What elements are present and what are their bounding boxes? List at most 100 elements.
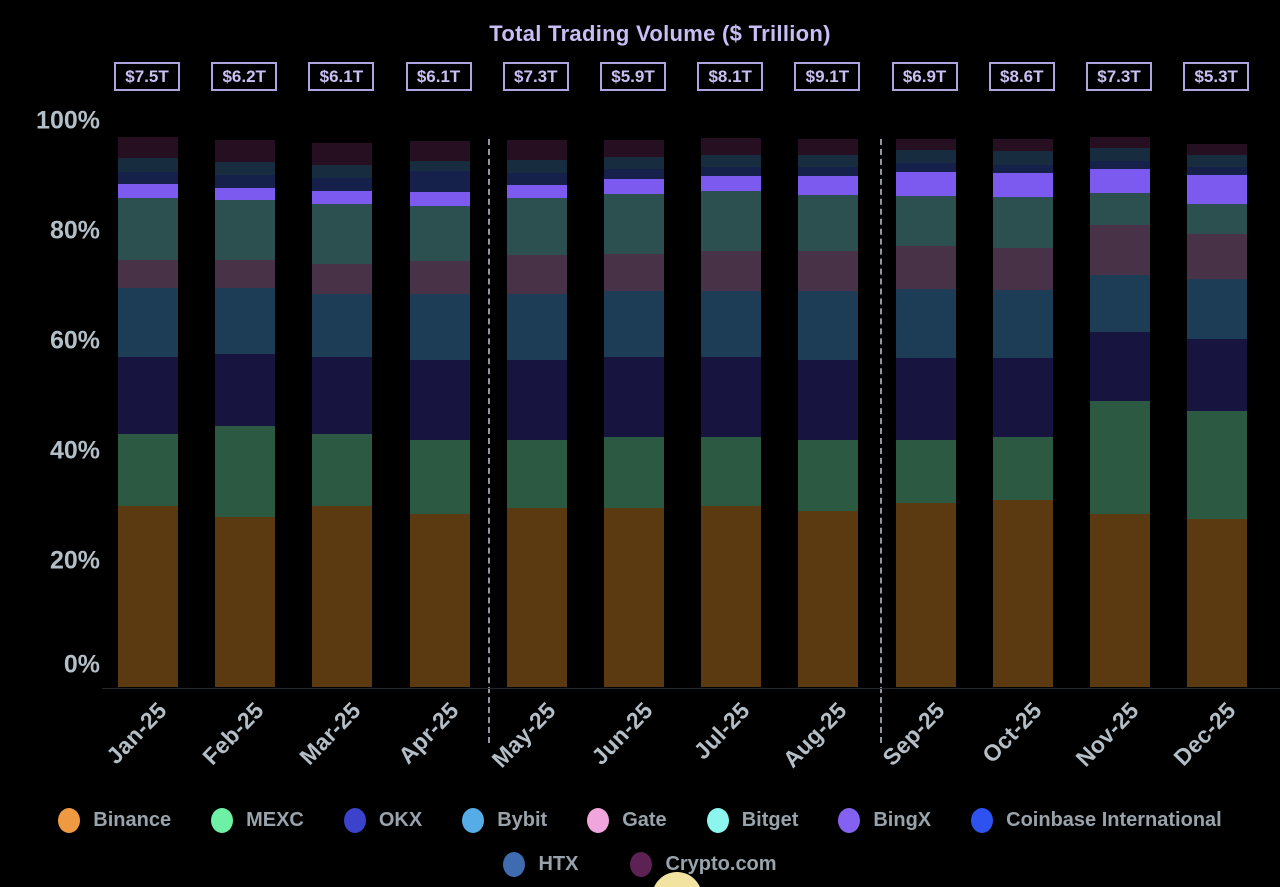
segment-binance-may-25[interactable]	[506, 508, 567, 687]
legend-item-htx[interactable]: HTX	[503, 852, 578, 877]
segment-coinbase-international-mar-25[interactable]	[312, 177, 373, 192]
segment-crypto-com-jul-25[interactable]	[701, 138, 762, 155]
segment-htx-sep-25[interactable]	[895, 149, 956, 164]
legend-item-gate[interactable]: Gate	[587, 808, 667, 833]
segment-htx-jul-25[interactable]	[701, 154, 762, 167]
segment-bybit-may-25[interactable]	[506, 293, 567, 360]
segment-coinbase-international-nov-25[interactable]	[1090, 160, 1150, 170]
segment-bybit-nov-25[interactable]	[1090, 274, 1150, 333]
segment-bitget-jan-25[interactable]	[118, 198, 178, 260]
segment-gate-oct-25[interactable]	[992, 247, 1053, 291]
segment-okx-apr-25[interactable]	[409, 359, 470, 440]
segment-bitget-dec-25[interactable]	[1187, 203, 1248, 234]
segment-htx-nov-25[interactable]	[1090, 148, 1150, 161]
legend-item-bybit[interactable]: Bybit	[462, 808, 547, 833]
segment-crypto-com-jan-25[interactable]	[118, 137, 178, 159]
bar-dec-25[interactable]	[1187, 143, 1248, 687]
segment-gate-nov-25[interactable]	[1090, 225, 1150, 275]
segment-crypto-com-sep-25[interactable]	[895, 138, 956, 150]
segment-okx-jun-25[interactable]	[604, 357, 664, 437]
segment-mexc-oct-25[interactable]	[992, 436, 1053, 500]
segment-bitget-apr-25[interactable]	[409, 205, 470, 261]
legend-item-binance[interactable]: Binance	[58, 808, 171, 833]
segment-coinbase-international-aug-25[interactable]	[798, 166, 859, 177]
segment-coinbase-international-dec-25[interactable]	[1187, 167, 1248, 175]
segment-htx-feb-25[interactable]	[215, 161, 276, 175]
segment-bybit-feb-25[interactable]	[215, 288, 276, 355]
segment-bybit-jun-25[interactable]	[604, 291, 664, 357]
segment-bitget-aug-25[interactable]	[798, 194, 859, 252]
segment-mexc-may-25[interactable]	[506, 439, 567, 509]
segment-okx-feb-25[interactable]	[215, 354, 276, 426]
segment-mexc-jul-25[interactable]	[701, 436, 762, 506]
segment-crypto-com-nov-25[interactable]	[1090, 137, 1150, 149]
segment-crypto-com-apr-25[interactable]	[409, 141, 470, 162]
bar-mar-25[interactable]	[312, 142, 373, 687]
segment-mexc-mar-25[interactable]	[312, 434, 373, 506]
segment-bitget-feb-25[interactable]	[215, 200, 276, 260]
segment-gate-jan-25[interactable]	[118, 259, 178, 289]
segment-okx-oct-25[interactable]	[992, 358, 1053, 437]
bar-aug-25[interactable]	[798, 138, 859, 687]
segment-bingx-jul-25[interactable]	[701, 176, 762, 191]
legend-item-bingx[interactable]: BingX	[838, 808, 931, 833]
segment-okx-jul-25[interactable]	[701, 357, 762, 437]
segment-gate-jul-25[interactable]	[701, 251, 762, 291]
segment-crypto-com-oct-25[interactable]	[992, 139, 1053, 151]
segment-bingx-jun-25[interactable]	[604, 179, 664, 195]
segment-bitget-jun-25[interactable]	[604, 194, 664, 254]
segment-bitget-oct-25[interactable]	[992, 196, 1053, 248]
segment-binance-mar-25[interactable]	[312, 505, 373, 687]
segment-crypto-com-may-25[interactable]	[506, 139, 567, 160]
segment-okx-nov-25[interactable]	[1090, 332, 1150, 401]
segment-crypto-com-dec-25[interactable]	[1187, 143, 1248, 155]
segment-okx-may-25[interactable]	[506, 359, 567, 440]
segment-bybit-apr-25[interactable]	[409, 293, 470, 360]
bar-apr-25[interactable]	[409, 141, 470, 687]
segment-binance-jan-25[interactable]	[118, 505, 178, 687]
segment-binance-aug-25[interactable]	[798, 511, 859, 687]
legend-item-mexc[interactable]: MEXC	[211, 808, 304, 833]
segment-coinbase-international-may-25[interactable]	[506, 172, 567, 185]
segment-binance-nov-25[interactable]	[1090, 513, 1150, 687]
segment-bybit-dec-25[interactable]	[1187, 278, 1248, 340]
segment-binance-apr-25[interactable]	[409, 513, 470, 687]
segment-bingx-feb-25[interactable]	[215, 188, 276, 201]
segment-bybit-sep-25[interactable]	[895, 289, 956, 359]
segment-coinbase-international-apr-25[interactable]	[409, 171, 470, 192]
segment-binance-oct-25[interactable]	[992, 500, 1053, 687]
bar-jan-25[interactable]	[118, 137, 178, 687]
segment-crypto-com-aug-25[interactable]	[798, 138, 859, 155]
segment-bingx-may-25[interactable]	[506, 184, 567, 198]
segment-bingx-dec-25[interactable]	[1187, 174, 1248, 204]
segment-bybit-mar-25[interactable]	[312, 293, 373, 357]
legend-item-coinbase-international[interactable]: Coinbase International	[971, 808, 1222, 833]
segment-bitget-jul-25[interactable]	[701, 190, 762, 252]
legend-item-bitget[interactable]: Bitget	[706, 808, 798, 833]
segment-bybit-oct-25[interactable]	[992, 290, 1053, 359]
segment-okx-dec-25[interactable]	[1187, 339, 1248, 411]
segment-mexc-dec-25[interactable]	[1187, 410, 1248, 520]
segment-binance-jul-25[interactable]	[701, 505, 762, 687]
segment-bybit-jan-25[interactable]	[118, 288, 178, 357]
segment-gate-feb-25[interactable]	[215, 259, 276, 289]
legend-item-crypto-com[interactable]: Crypto.com	[630, 852, 777, 877]
segment-okx-jan-25[interactable]	[118, 357, 178, 434]
segment-gate-jun-25[interactable]	[604, 253, 664, 291]
segment-binance-dec-25[interactable]	[1187, 519, 1248, 687]
segment-bingx-nov-25[interactable]	[1090, 169, 1150, 194]
segment-okx-mar-25[interactable]	[312, 357, 373, 434]
segment-bingx-sep-25[interactable]	[895, 172, 956, 196]
segment-crypto-com-feb-25[interactable]	[215, 139, 276, 162]
segment-crypto-com-mar-25[interactable]	[312, 142, 373, 165]
segment-binance-jun-25[interactable]	[604, 508, 664, 687]
segment-bitget-mar-25[interactable]	[312, 204, 373, 264]
bar-jun-25[interactable]	[604, 139, 664, 687]
segment-bitget-nov-25[interactable]	[1090, 193, 1150, 225]
segment-htx-aug-25[interactable]	[798, 154, 859, 167]
segment-crypto-com-jun-25[interactable]	[604, 139, 664, 157]
segment-binance-feb-25[interactable]	[215, 516, 276, 687]
segment-bybit-aug-25[interactable]	[798, 291, 859, 360]
segment-bingx-apr-25[interactable]	[409, 192, 470, 206]
segment-gate-dec-25[interactable]	[1187, 233, 1248, 279]
